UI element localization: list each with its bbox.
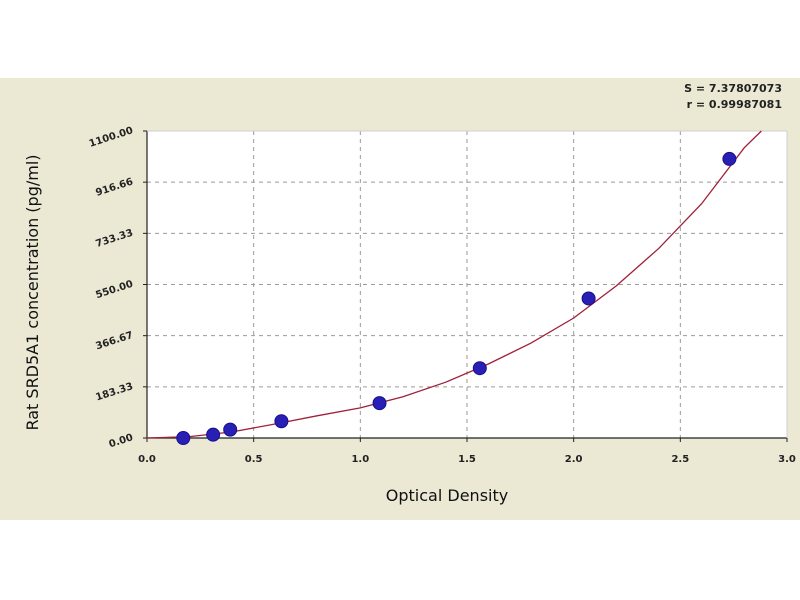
fit-curve: [146, 130, 762, 439]
fit-statistic: r = 0.99987081: [687, 98, 782, 111]
y-axis-title: Rat SRD5A1 concentration (pg/ml): [23, 154, 42, 430]
y-tick-label: 1100.00: [88, 125, 135, 150]
fit-statistics: S = 7.37807073 r = 0.99987081: [684, 82, 782, 111]
fit-statistic: S = 7.37807073: [684, 82, 782, 95]
data-point: [472, 361, 487, 376]
x-tick-label: 1.5: [458, 454, 476, 465]
data-point: [581, 291, 596, 306]
y-tick-label: 366.67: [94, 330, 134, 352]
data-points: [176, 151, 737, 445]
data-point: [223, 422, 238, 437]
x-tick-label: 0.5: [245, 454, 263, 465]
data-point: [176, 431, 191, 445]
x-tick-label: 2.0: [565, 454, 583, 465]
y-tick-label: 0.00: [108, 432, 135, 450]
data-point: [722, 151, 737, 166]
y-tick-label: 733.33: [94, 228, 134, 250]
y-tick-labels: 0.00 183.33 366.67 550.00 733.33 916.66 1100.0…: [88, 125, 147, 450]
chart-svg: S = 7.37807073 r = 0.99987081 0.0 0.5 1.0 1.…: [23, 82, 796, 505]
x-tick-label: 0.0: [138, 454, 156, 465]
grid-lines: [147, 131, 787, 438]
x-tick-labels: 0.0 0.5 1.0 1.5 2.0 2.5 3.0: [138, 438, 796, 465]
x-tick-label: 1.0: [351, 454, 369, 465]
y-tick-label: 183.33: [94, 381, 134, 403]
y-tick-label: 916.66: [94, 176, 134, 198]
x-tick-label: 3.0: [778, 454, 796, 465]
data-point: [372, 396, 387, 411]
x-tick-label: 2.5: [671, 454, 689, 465]
y-tick-label: 550.00: [94, 279, 134, 301]
data-point: [274, 414, 289, 429]
x-axis-title: Optical Density: [386, 486, 508, 505]
data-point: [206, 427, 221, 442]
chart-panel: S = 7.37807073 r = 0.99987081 0.0 0.5 1.0 1.…: [0, 78, 800, 520]
